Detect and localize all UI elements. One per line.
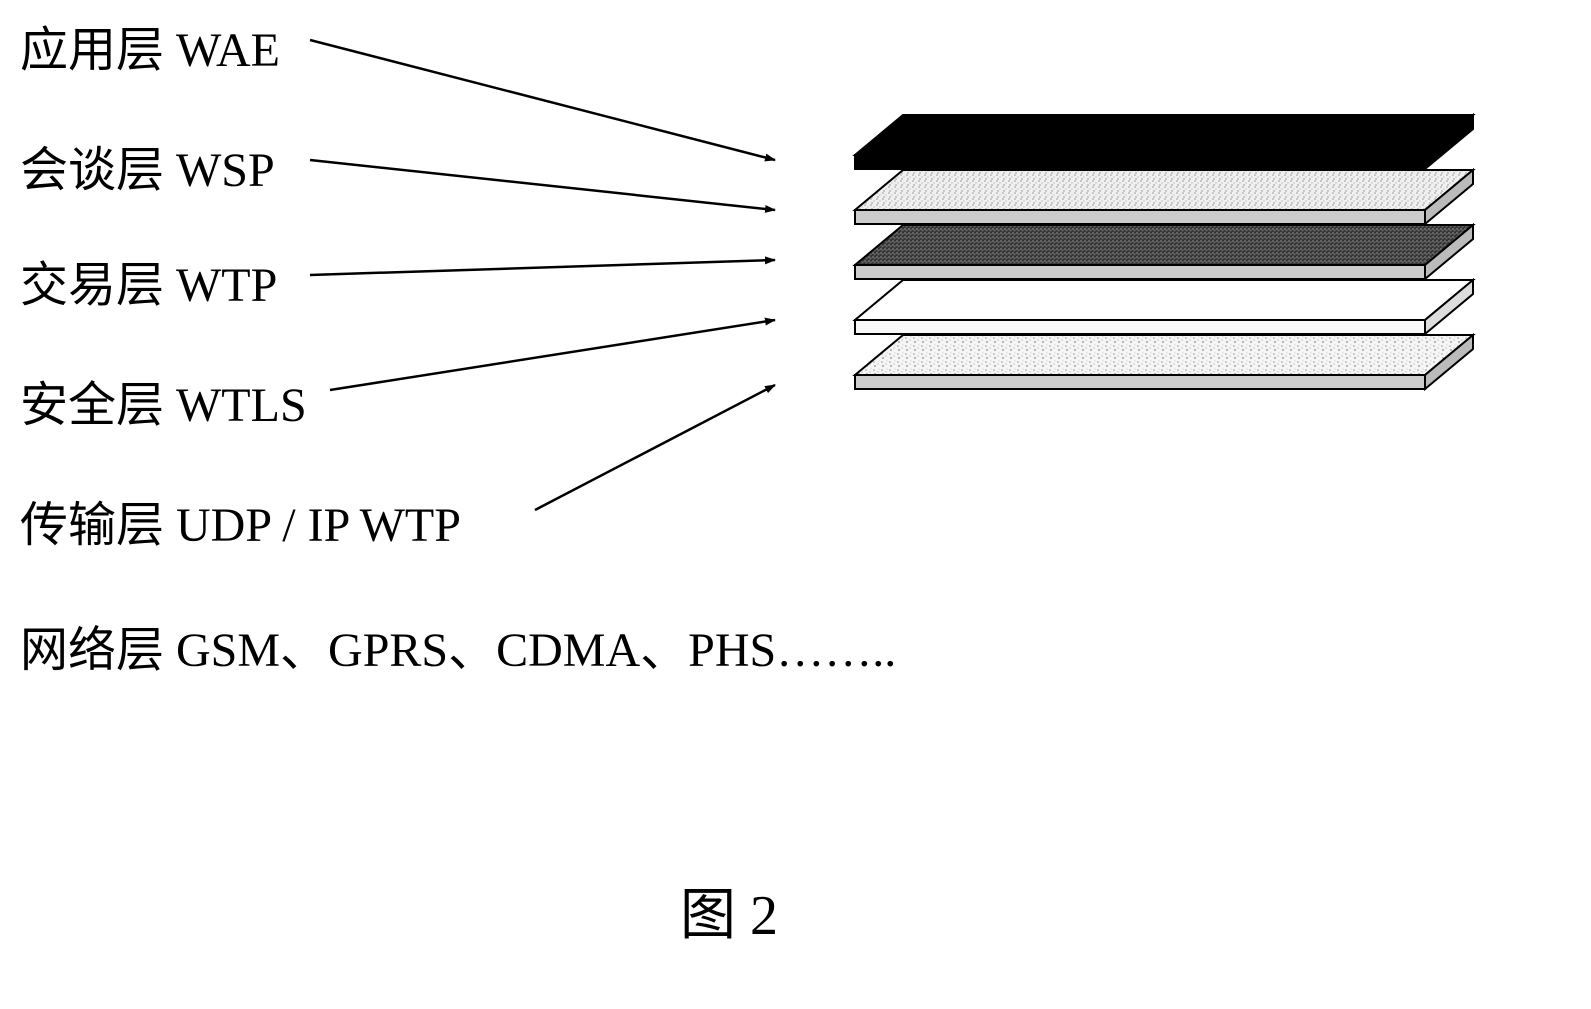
arrow-2	[310, 260, 775, 275]
figure-caption: 图 2	[680, 870, 778, 951]
label-network: 网络层 GSM、GPRS、CDMA、PHS……..	[20, 610, 896, 680]
label-udp: 传输层 UDP / IP WTP	[20, 485, 461, 555]
arrows	[310, 40, 775, 510]
arrow-4	[535, 385, 775, 510]
arrow-0	[310, 40, 775, 160]
label-wae: 应用层 WAE	[20, 10, 280, 80]
diagram-container: 应用层 WAE 会谈层 WSP 交易层 WTP 安全层 WTLS 传输层 UDP…	[0, 0, 1591, 1009]
arrow-3	[330, 320, 775, 390]
label-wtp: 交易层 WTP	[20, 245, 277, 315]
layer-stack	[855, 115, 1473, 389]
label-wsp: 会谈层 WSP	[20, 130, 275, 200]
label-wtls: 安全层 WTLS	[20, 365, 307, 435]
arrow-1	[310, 160, 775, 210]
